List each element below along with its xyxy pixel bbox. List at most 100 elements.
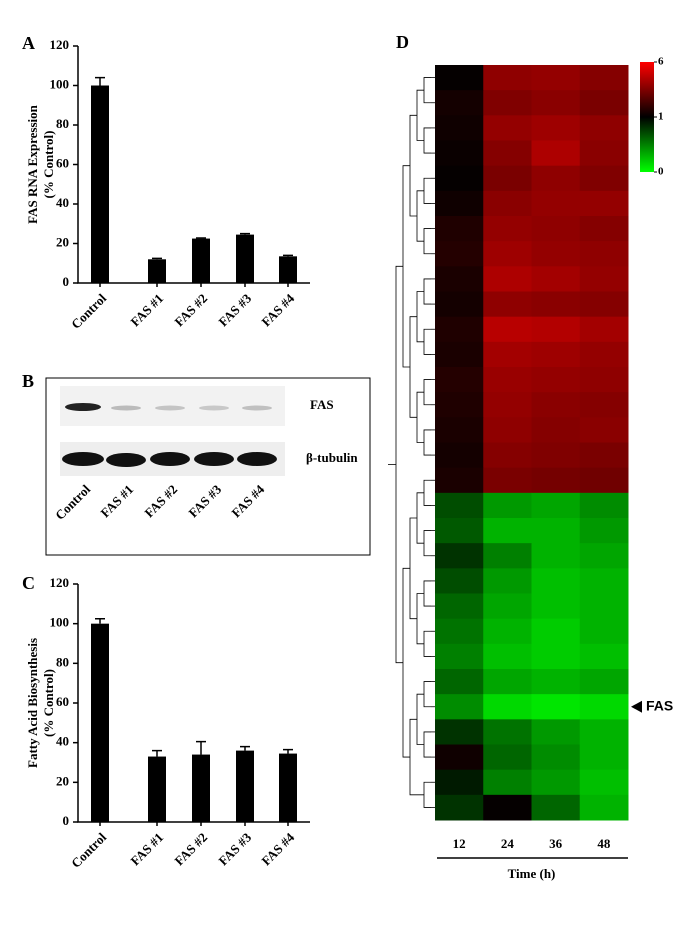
heatmap-cell [579, 719, 629, 745]
blot-band [237, 452, 277, 466]
heatmap-cell [579, 669, 629, 695]
heatmap-cell [579, 115, 629, 141]
heatmap-cell [531, 794, 581, 821]
x-tick-label: FAS #3 [215, 290, 254, 329]
dendrogram [416, 89, 424, 141]
heatmap-cell [531, 618, 581, 645]
dendrogram [409, 114, 417, 217]
heatmap-cell [483, 719, 532, 745]
error-bar [152, 257, 162, 260]
panel-label: B [22, 371, 34, 391]
heatmap-cell [579, 65, 629, 91]
heatmap-cell [483, 367, 532, 393]
heatmap-cell [435, 367, 484, 393]
dendrogram [423, 328, 431, 355]
bar [236, 750, 254, 822]
heatmap-cell [531, 367, 581, 393]
panel-label: D [396, 32, 409, 52]
blot-band [62, 452, 104, 466]
blot-band [65, 403, 101, 411]
heatmap-cell [579, 367, 629, 393]
heatmap-cell [579, 90, 629, 116]
dendrogram [409, 517, 417, 620]
y-tick-label: 80 [56, 654, 69, 669]
heatmap-cell [435, 90, 484, 116]
heatmap-cell [435, 241, 484, 267]
blot-panel: B FAS β-tubulin [22, 371, 371, 556]
colorbar-tick-label: 6 [658, 56, 664, 68]
y-tick-label: 0 [63, 274, 70, 289]
heatmap-cell [579, 769, 629, 796]
heatmap-cell [435, 744, 484, 771]
dendrogram [423, 127, 431, 154]
heatmap-cell [483, 744, 532, 771]
heatmap-cell [579, 694, 629, 720]
heatmap-cell [435, 165, 484, 192]
heatmap-cell [435, 316, 484, 343]
heatmap-cell [531, 593, 581, 620]
heatmap-cell [531, 543, 581, 569]
heatmap-cell [483, 341, 532, 368]
heatmap-cell [579, 291, 629, 318]
dendrogram [423, 781, 431, 808]
error-bar [196, 237, 206, 239]
dendrogram [423, 228, 431, 255]
dendrogram [423, 379, 431, 406]
heatmap-cell [579, 216, 629, 242]
heatmap-cell [435, 593, 484, 620]
heatmap-cell [483, 518, 532, 544]
heatmap-cell [531, 492, 581, 519]
y-tick-label: 40 [56, 734, 69, 749]
heatmap-cell [435, 216, 484, 242]
heatmap-cell [435, 140, 484, 167]
heatmap-cell [483, 794, 532, 821]
bar [279, 256, 297, 283]
heatmap-cell [483, 643, 532, 670]
heatmap-cell [483, 492, 532, 519]
heatmap-cell [531, 65, 581, 91]
blot-band [194, 452, 234, 466]
blot-row-label: FAS [310, 397, 334, 412]
heatmap-cell [435, 794, 484, 821]
dendrogram [423, 731, 431, 758]
heatmap-cell [435, 65, 484, 91]
heatmap-cell [483, 190, 532, 217]
dendrogram [423, 630, 431, 657]
error-bar [95, 617, 105, 624]
heatmap-cell [483, 568, 532, 594]
heatmap-cell [531, 669, 581, 695]
heatmap-cell [531, 568, 581, 594]
heatmap-cell [435, 291, 484, 318]
x-tick-label: 12 [453, 836, 466, 851]
dendrogram [409, 316, 417, 418]
dendrogram [423, 429, 431, 456]
heatmap-cell [531, 316, 581, 343]
y-tick-label: 80 [56, 116, 69, 131]
heatmap-cell [579, 794, 629, 821]
panel-label: C [22, 573, 35, 593]
heatmap-cell [435, 115, 484, 141]
heatmap-cell [483, 442, 532, 469]
error-bar [196, 740, 206, 755]
blot-band [106, 453, 146, 467]
heatmap-cell [579, 492, 629, 519]
heatmap-cell [483, 115, 532, 141]
x-tick-label: 36 [549, 836, 563, 851]
heatmap-cell [483, 593, 532, 620]
blot-band [242, 405, 272, 411]
bar [91, 85, 109, 283]
x-tick-label: FAS #4 [258, 829, 297, 868]
bar [192, 754, 210, 822]
heatmap-cell [531, 467, 581, 494]
heatmap-cell [579, 442, 629, 469]
heatmap-cell [483, 467, 532, 494]
x-tick-label: FAS #2 [171, 830, 210, 869]
heatmap-cell [531, 140, 581, 167]
blot-band [150, 452, 190, 466]
heatmap-cell [483, 216, 532, 242]
heatmap-cell [531, 643, 581, 670]
annotation-arrow [631, 700, 642, 713]
heatmap-cell [579, 190, 629, 217]
heatmap-cell [579, 316, 629, 343]
